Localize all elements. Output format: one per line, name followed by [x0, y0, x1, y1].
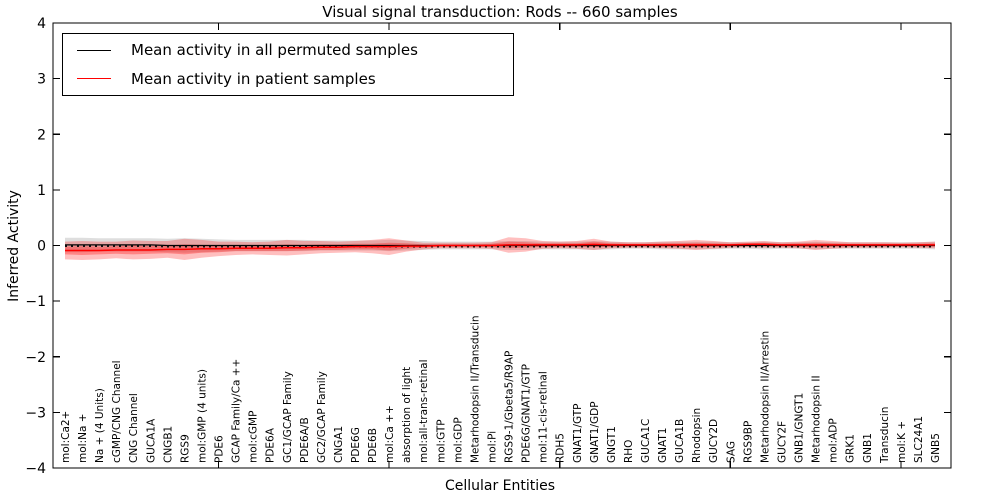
x-entity-label: PDE6 — [214, 435, 226, 463]
x-entity-label: RGS9BP — [742, 421, 754, 463]
x-entity-label: GNB1 — [862, 433, 874, 463]
x-entity-label: RHO — [623, 440, 635, 463]
patient-mean-line — [65, 243, 935, 252]
x-entity-label: SLC24A1 — [913, 416, 925, 463]
x-entity-labels: mol:Ca2+ mol:Na + Na + (4 Units) cGMP/CNG C… — [60, 315, 942, 464]
x-entity-label: GUCY2D — [708, 419, 720, 463]
legend-label-patient: Mean activity in patient samples — [131, 69, 376, 88]
x-entity-label: PDE6G/GNAT1/GTP — [521, 364, 533, 463]
x-entity-label: RDH5 — [555, 433, 567, 463]
legend-label-permuted: Mean activity in all permuted samples — [131, 41, 418, 60]
permuted-line-swatch — [77, 49, 111, 51]
x-entity-label: PDE6A/B — [299, 417, 311, 463]
legend-entry-patient: Mean activity in patient samples — [63, 70, 513, 88]
x-axis-label: Cellular Entities — [444, 478, 556, 494]
x-entity-label: GC1/GCAP Family — [282, 371, 294, 463]
x-entity-label: cGMP/CNG Channel — [111, 360, 123, 463]
y-tick-label: 0 — [37, 239, 46, 255]
x-entity-label: GUCY2F — [777, 421, 789, 463]
y-tick-label: −4 — [25, 461, 46, 477]
y-axis-label-text: Inferred Activity — [6, 190, 22, 302]
patient-line-swatch — [77, 78, 111, 80]
x-entity-label: RGS9-1/Gbeta5/R9AP — [504, 351, 516, 463]
x-entity-label: mol:11-cis-retinal — [538, 371, 550, 463]
x-entity-label: mol:cGMP — [248, 411, 260, 463]
x-entity-label: PDE6A — [265, 427, 277, 463]
x-entity-label: Rhodopsin — [691, 408, 703, 463]
x-entity-label: mol:Ca ++ — [384, 405, 396, 463]
x-entity-label: Metarhodopsin II/Arrestin — [759, 331, 771, 463]
x-entity-label: SAG — [725, 441, 737, 463]
x-entity-label: PDE6B — [367, 428, 379, 463]
x-entity-label: GNAT1/GTP — [572, 404, 584, 464]
legend-entry-permuted: Mean activity in all permuted samples — [63, 41, 513, 59]
y-tick-label: −2 — [25, 350, 46, 366]
x-entity-label: CNGB1 — [162, 426, 174, 463]
x-entity-label: GCAP Family/Ca ++ — [231, 359, 243, 463]
x-entity-label: PDE6G — [350, 427, 362, 463]
x-entity-label: mol:GDP — [452, 417, 464, 463]
x-entity-label: GUCA1A — [145, 418, 157, 463]
x-entity-label: GC2/GCAP Family — [316, 371, 328, 463]
x-entity-label: GNAT1/GDP — [589, 401, 601, 463]
x-entity-label: GNB5 — [930, 433, 942, 463]
x-entity-label: GNB1/GNGT1 — [794, 393, 806, 463]
x-entity-label: Metarhodopsin II/Transducin — [469, 315, 481, 463]
y-tick-labels: −4 −3 −2 −1 0 1 2 3 4 — [25, 16, 46, 477]
x-entity-label: GUCA1C — [640, 419, 652, 463]
x-entity-label: RGS9 — [179, 434, 191, 463]
x-entity-label: GNAT1 — [657, 428, 669, 463]
x-entity-label: Na + (4 Units) — [94, 388, 106, 463]
x-entity-label: mol:GMP (4 units) — [197, 369, 209, 463]
x-entity-label: Metarhodopsin II — [811, 375, 823, 463]
y-tick-label: 1 — [37, 183, 46, 199]
x-entity-label: GRK1 — [845, 434, 857, 463]
x-entity-label: Transducin — [879, 407, 891, 464]
x-entity-label: mol:Pi — [487, 431, 499, 463]
legend: Mean activity in all permuted samples Me… — [62, 33, 514, 96]
x-entity-label: mol:K + — [896, 421, 908, 463]
x-entity-label: mol:all-trans-retinal — [418, 359, 430, 463]
patient-band-outer — [65, 237, 935, 260]
x-entity-label: mol:Na + — [77, 413, 89, 463]
tick-marks — [53, 22, 951, 469]
x-entity-label: CNG Channel — [128, 393, 140, 463]
x-entity-label: GUCA1B — [674, 419, 686, 463]
x-entity-label: mol:GTP — [435, 419, 447, 463]
y-tick-label: 4 — [37, 16, 46, 32]
y-tick-label: −3 — [25, 405, 46, 421]
x-entity-label: CNGA1 — [333, 426, 345, 463]
y-tick-label: −1 — [25, 294, 46, 310]
chart-title: Visual signal transduction: Rods -- 660 … — [322, 3, 678, 21]
x-entity-label: mol:Ca2+ — [60, 411, 72, 463]
x-entity-label: absorption of light — [401, 367, 413, 463]
y-tick-label: 2 — [37, 127, 46, 143]
x-entity-label: mol:ADP — [828, 418, 840, 463]
permuted-dashed-line — [65, 245, 935, 248]
y-tick-label: 3 — [37, 72, 46, 88]
mean-lines — [65, 243, 935, 252]
x-entity-label: GNGT1 — [606, 426, 618, 463]
